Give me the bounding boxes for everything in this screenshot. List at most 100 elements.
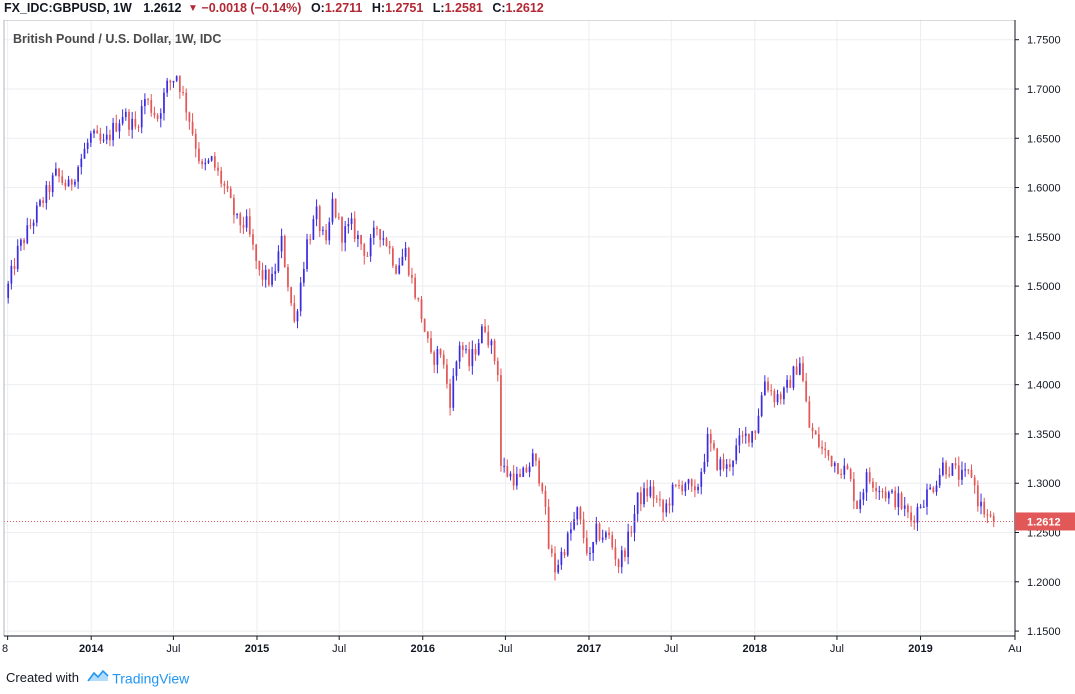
candle-body <box>605 532 607 538</box>
candle-body <box>42 200 45 203</box>
time-tick-label: 2018 <box>743 643 767 655</box>
candle-body <box>627 531 630 557</box>
candle-body <box>776 394 779 403</box>
candle-body <box>649 486 652 497</box>
candle-body <box>102 139 105 141</box>
candle-body <box>808 401 811 428</box>
candle-body <box>293 303 296 322</box>
candle-body <box>970 469 973 478</box>
candle-body <box>64 182 67 187</box>
candle-body <box>818 434 820 447</box>
candle-body <box>554 553 556 573</box>
candle-body <box>407 247 410 276</box>
candle-body <box>856 500 858 509</box>
candle-body <box>350 218 353 225</box>
price-axis[interactable]: 1.1500 1.2000 1.2500 1.3000 1.3500 1.4000 1.45… <box>1015 35 1061 638</box>
candle-body <box>531 453 534 467</box>
candle-body <box>258 260 261 270</box>
candle-body <box>35 205 38 223</box>
candle-body <box>563 551 566 556</box>
candle-body <box>843 465 846 475</box>
candle-body <box>541 483 544 491</box>
price-tick-label: 1.2000 <box>1027 577 1061 589</box>
candle-body <box>493 340 496 361</box>
candle-body <box>566 533 569 556</box>
candle-body <box>255 244 258 261</box>
tradingview-brand[interactable]: TradingView <box>112 670 190 687</box>
candle-body <box>376 227 378 230</box>
candle-body <box>557 564 560 573</box>
candle-body <box>163 92 165 114</box>
candle-body <box>449 383 451 408</box>
candle-body <box>837 463 839 474</box>
candle-body <box>722 459 725 469</box>
candle-body <box>827 450 830 456</box>
candle-body <box>48 185 51 193</box>
candle-body <box>954 463 957 466</box>
candle-body <box>522 467 525 477</box>
candle-body <box>105 134 108 140</box>
candle-body <box>26 225 29 244</box>
chart-background <box>0 20 1075 660</box>
high-value: 1.2751 <box>385 1 424 16</box>
candle-body <box>309 239 312 241</box>
candle-body <box>296 311 299 322</box>
candle-body <box>964 469 967 471</box>
candle-body <box>601 537 604 540</box>
candle-body <box>620 550 623 568</box>
candle-body <box>980 501 982 507</box>
candle-body <box>29 225 32 227</box>
candle-body <box>382 238 385 240</box>
candle-body <box>922 506 925 508</box>
candle-body <box>242 225 245 228</box>
candle-body <box>535 453 537 461</box>
time-tick-label: 2017 <box>577 643 601 655</box>
symbol-label[interactable]: FX_IDC:GBPUSD, 1W <box>4 1 132 16</box>
candle-body <box>99 133 102 141</box>
tradingview-logo-icon[interactable] <box>86 669 109 689</box>
candle-body <box>322 229 324 232</box>
candle-body <box>344 226 347 243</box>
low-label: L: <box>432 1 445 16</box>
price-tick-label: 1.2500 <box>1027 528 1061 540</box>
candle-body <box>512 473 515 486</box>
candle-body <box>360 235 362 245</box>
candle-body <box>690 479 693 487</box>
candle-body <box>144 99 146 107</box>
candle-body <box>264 269 267 280</box>
candle-body <box>636 492 639 514</box>
candle-body <box>147 99 149 101</box>
time-axis[interactable]: 8 2014 Jul 2015 Jul 2016 Jul 2017 Jul 2018 Jul 2019… <box>2 636 1022 655</box>
candle-body <box>617 559 620 568</box>
candle-body <box>465 349 467 351</box>
candle-body <box>395 265 397 274</box>
candle-body <box>159 113 162 119</box>
time-tick-label: 2015 <box>245 643 269 655</box>
candle-body <box>595 523 598 543</box>
candle-body <box>290 287 293 304</box>
candle-body <box>484 326 486 332</box>
candle-body <box>391 248 394 266</box>
candle-body <box>948 474 951 476</box>
candle-body <box>201 161 203 165</box>
candle-body <box>204 162 207 165</box>
candle-body <box>582 519 585 538</box>
candle-body <box>611 535 614 548</box>
time-tick-label: Jul <box>498 643 512 655</box>
candle-body <box>875 487 877 492</box>
candle-body <box>942 462 944 475</box>
candlestick-series <box>7 75 995 581</box>
candle-body <box>887 492 890 499</box>
price-chart[interactable]: 1.1500 1.2000 1.2500 1.3000 1.3500 1.4000 1.45… <box>0 20 1075 660</box>
candle-body <box>684 483 687 492</box>
candle-body <box>490 340 493 346</box>
candle-body <box>805 380 808 402</box>
candle-body <box>891 490 893 493</box>
candle-body <box>945 462 947 475</box>
candle-body <box>849 469 852 480</box>
time-tick-label: Jul <box>332 643 346 655</box>
candle-body <box>481 326 483 344</box>
candle-body <box>411 275 413 278</box>
candle-body <box>760 395 763 416</box>
open-value: 1.2711 <box>324 1 363 16</box>
